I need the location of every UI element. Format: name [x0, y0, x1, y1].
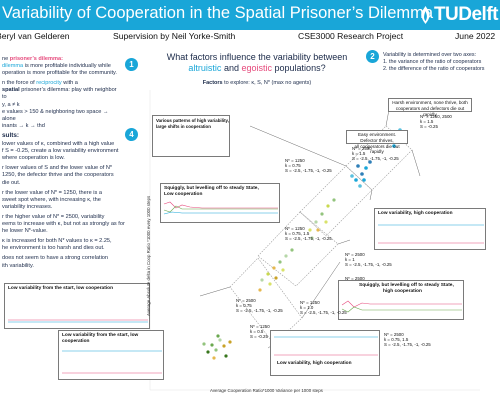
results-heading: sults:	[2, 132, 20, 139]
variability-definition: Variability is determined over two axes:…	[383, 52, 485, 72]
scatter-cluster-mid	[308, 198, 336, 240]
params-easy: N* = 2500 k = 1.5 S = -2.5, -1.75, -1, -0.…	[352, 146, 399, 162]
results-text: sults: lower values of κ, combined with …	[0, 132, 138, 270]
callout-high-variability: Various patterns of high variability, la…	[152, 115, 230, 157]
tu-delft-logo: TUDelft	[419, 1, 499, 29]
params-p4: N* = 1250 k = 0.75, 1.5 S = -2.5, -1.75, -…	[285, 226, 332, 242]
line-squiggly-low	[163, 201, 278, 215]
callout-easy-environment: Easy environment. Defector thrives, all …	[346, 130, 408, 154]
line-low-start	[8, 319, 148, 323]
params-p9: N* = 2500 k = 0.75, 1.5 S = -2.5, -1.75, -…	[384, 332, 431, 348]
project-text: CSE3000 Research Project	[298, 31, 404, 41]
chart-low-var-start: Low variability from the start, low coop…	[4, 283, 150, 329]
chart-low-var-high-coop-bottom: Low variability, high cooperation	[270, 330, 380, 376]
scatter-cluster-high	[350, 160, 372, 188]
params-p10: N* = 1250 k = 1.0 S = -2.5, -1.75, -1, -0.…	[300, 300, 347, 316]
chart-low-var-low-coop: Low variability from the start, low coop…	[58, 330, 164, 380]
author-name: Beryl van Gelderen	[0, 31, 70, 41]
params-harsh: N* = 1250, 2500 k = 1.5 S = -0.25	[420, 114, 452, 130]
left-column: ne prisoner’s dilemma: dilemma is more p…	[0, 48, 141, 290]
title-banner: Variability of Cooperation in the Spatia…	[0, 0, 500, 30]
date-text: June 2022	[455, 31, 496, 41]
supervision-text: Supervision by Neil Yorke-Smith	[113, 31, 236, 41]
logo-text: TUDelft	[433, 4, 499, 25]
callout-harsh-environment: Harsh environment, none thrive, both coo…	[388, 98, 472, 117]
scatter-cluster-mid-low	[258, 248, 294, 292]
params-p8: N* = 1250 k = 0.5 S = -0.25	[250, 324, 270, 340]
chart-squiggly-high: Squiggly, but levelling off to steady St…	[338, 280, 464, 320]
author-bar: Beryl van Gelderen Supervision by Neil Y…	[0, 30, 500, 43]
flame-icon	[421, 6, 430, 24]
line-low-low	[62, 350, 162, 374]
line-high-coop-bottom	[274, 336, 378, 356]
section-badge-2: 2	[366, 50, 379, 63]
chart-low-var-high-coop: Low variability, high cooperation	[374, 208, 486, 250]
scatter-cluster-low	[202, 334, 232, 360]
x-axis-label: Average Cooperation Ratio*1000 Variance …	[210, 388, 323, 393]
line-squiggly-high	[341, 300, 462, 313]
line-high-coop	[378, 224, 484, 244]
section-badge-1: 1	[125, 58, 138, 71]
poster-title: Variability of Cooperation in the Spatia…	[2, 4, 434, 22]
factors-line: Factors to explore: κ, S, N* (max no age…	[202, 80, 312, 86]
chart-squiggly-low: Squiggly, but levelling off to steady St…	[160, 183, 280, 223]
section-badge-4: 4	[125, 128, 138, 141]
research-question: What factors influence the variability b…	[166, 52, 348, 73]
y-axis-label: Average Absolute delta in Coop Ratio *10…	[146, 195, 151, 316]
params-p7: N* = 2500 k = 0.75 S = -2.5, -1.75, -1, -0…	[236, 298, 283, 314]
intro-text: ne prisoner’s dilemma: dilemma is more p…	[2, 56, 117, 129]
params-mid-cluster: N* = 1250 k = 0.75 S = -2.5, -1.75, -1, -0…	[285, 158, 332, 174]
